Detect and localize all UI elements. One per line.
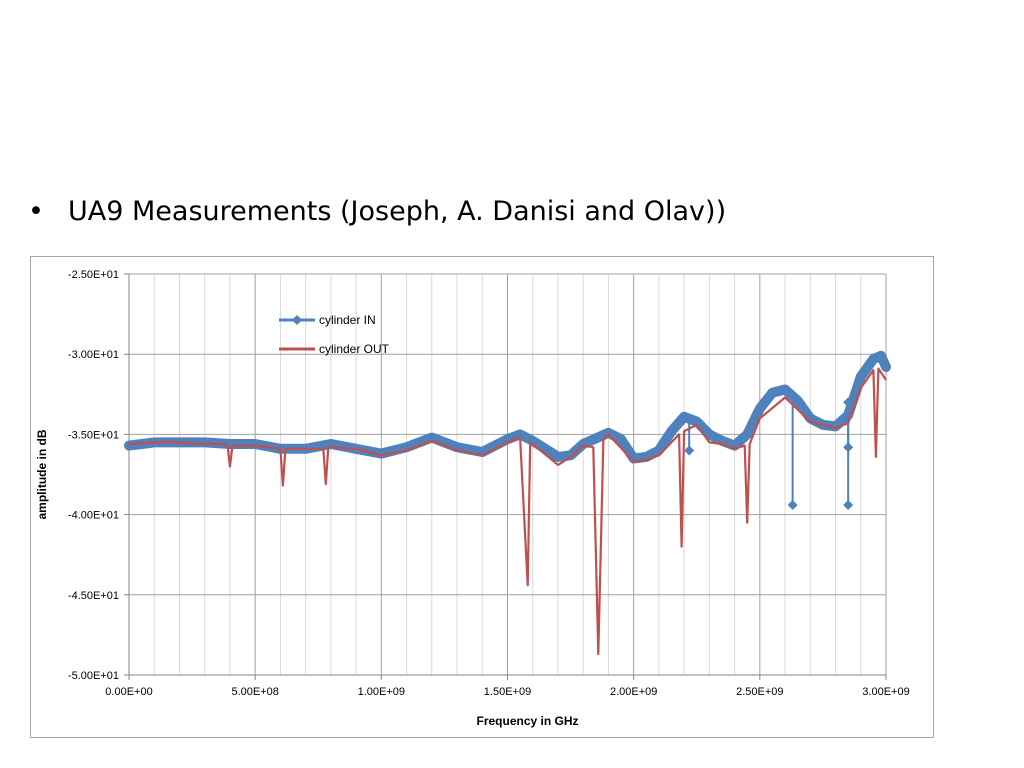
x-axis-title: Frequency in GHz <box>476 714 578 728</box>
y-tick-label: -3.00E+01 <box>68 349 119 361</box>
chart-canvas: -2.50E+01 -3.00E+01 -3.50E+01 -4.00E+01 -4.5… <box>35 269 910 728</box>
x-tick-label: 2.00E+09 <box>610 686 657 698</box>
y-tick-label: -2.50E+01 <box>68 269 119 281</box>
x-tick-label: 0.00E+00 <box>105 686 152 698</box>
data-point-marker <box>684 445 695 456</box>
x-tick-label: 5.00E+08 <box>231 686 278 698</box>
legend-marker-cylinder-in <box>292 315 302 325</box>
y-tick-label: -5.00E+01 <box>68 670 119 682</box>
x-tick-label: 3.00E+09 <box>862 686 909 698</box>
data-point-marker <box>843 397 854 408</box>
legend-label-cylinder-in: cylinder IN <box>319 313 376 327</box>
y-tick-label: -4.50E+01 <box>68 590 119 602</box>
x-tick-label: 1.00E+09 <box>358 686 405 698</box>
y-axis-title: amplitude in dB <box>35 429 49 519</box>
y-tick-label: -3.50E+01 <box>68 429 119 441</box>
slide-bullet-text: UA9 Measurements (Joseph, A. Danisi and … <box>68 196 727 227</box>
series-line-cylinder-out <box>128 367 887 656</box>
slide-bullet-item: • UA9 Measurements (Joseph, A. Danisi and… <box>28 196 726 227</box>
legend-label-cylinder-out: cylinder OUT <box>319 342 390 356</box>
x-tick-label: 1.50E+09 <box>484 686 531 698</box>
x-tick-label: 2.50E+09 <box>736 686 783 698</box>
y-tick-label: -4.00E+01 <box>68 510 119 522</box>
data-point-marker <box>787 499 798 510</box>
chart-frame: -2.50E+01 -3.00E+01 -3.50E+01 -4.00E+01 -4.5… <box>30 256 934 738</box>
data-point-marker <box>843 499 854 510</box>
bullet-glyph: • <box>28 196 44 227</box>
